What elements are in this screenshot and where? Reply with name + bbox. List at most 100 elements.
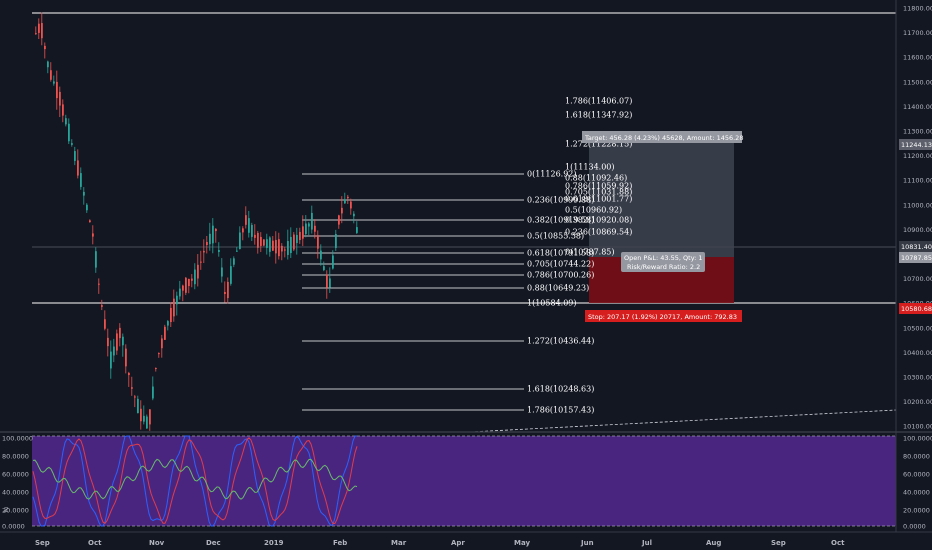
candle-body xyxy=(230,266,232,284)
candle-body xyxy=(110,351,112,369)
candle-body xyxy=(209,233,211,245)
candle-body xyxy=(143,415,145,422)
candle-body xyxy=(149,409,151,425)
time-tick: Feb xyxy=(333,539,347,547)
fib-extension-label: 1.618(11347.92) xyxy=(565,111,632,120)
fib-level-label: 1.786(10157.43) xyxy=(527,406,594,415)
candle-body xyxy=(179,288,181,297)
candle-body xyxy=(62,104,64,116)
fib-level-label: 1.272(10436.44) xyxy=(527,337,594,346)
candle-body xyxy=(71,143,73,145)
candle-body xyxy=(128,372,130,376)
candle-body xyxy=(266,239,268,248)
candle-body xyxy=(122,336,124,346)
candle-body xyxy=(236,250,238,252)
price-tick: 11000.00 xyxy=(903,201,932,209)
candle-body xyxy=(326,274,328,288)
candle-body xyxy=(47,61,49,68)
osc-tick-left: 20.0000 xyxy=(2,507,29,515)
candle-body xyxy=(86,204,88,211)
time-tick: Sep xyxy=(771,539,786,547)
candle-body xyxy=(332,255,334,269)
timezone-badge[interactable]: Z xyxy=(4,506,9,514)
candle-body xyxy=(134,396,136,398)
candle-body xyxy=(56,81,58,99)
stop-label: Stop: 207.17 (1.92%) 20717, Amount: 792.… xyxy=(588,313,737,321)
fib-retracement-left[interactable]: 0(11126.92) 0.236(10999.88) 0.382(10919.58… xyxy=(302,170,594,415)
candle-body xyxy=(287,241,289,255)
fib-extension-label: 0.236(10869.54) xyxy=(565,228,632,237)
stop-label-box[interactable]: Stop: 207.17 (1.92%) 20717, Amount: 792.… xyxy=(585,310,742,322)
candle-body xyxy=(347,196,349,199)
candle-body xyxy=(248,218,250,233)
fib-extension-label: 0(10787.85) xyxy=(565,248,615,257)
candle-body xyxy=(164,326,166,340)
price-tick: 10500.00 xyxy=(903,324,932,332)
candle-body xyxy=(83,191,85,196)
candle-body xyxy=(44,45,46,50)
time-tick: 2019 xyxy=(264,539,284,547)
oscillator-axis[interactable]: 100.0000 100.0000 80.0000 80.0000 60.0000 60.… xyxy=(2,435,932,531)
price-tick: 11700.00 xyxy=(903,29,932,37)
fib-extension-label: 0.382(10920.08) xyxy=(565,216,632,225)
price-tick: 10200.00 xyxy=(903,398,932,406)
risk-reward-label: Risk/Reward Ratio: 2.2 xyxy=(627,263,700,271)
candle-body xyxy=(320,250,322,260)
fib-level-label: 1(10584.09) xyxy=(527,299,577,308)
candle-body xyxy=(77,160,79,176)
price-tags: 11244.13 10831.40 10787.85 10580.68 xyxy=(899,139,932,314)
target-label-box[interactable]: Target: 456.28 (4.23%) 45628, Amount: 14… xyxy=(582,131,743,143)
candle-body xyxy=(116,333,118,351)
fib-level-label: 0.618(10791.58) xyxy=(527,249,594,258)
fib-retracement-right[interactable]: 1.786(11406.07) 1.618(11347.92) 1.272(1122… xyxy=(565,97,632,257)
candle-body xyxy=(74,151,76,161)
candle-body xyxy=(194,269,196,285)
time-axis[interactable]: Sep Oct Nov Dec 2019 Feb Mar Apr May Jun Jul Aug Sep… xyxy=(35,539,845,547)
osc-tick-left: 60.0000 xyxy=(2,471,29,479)
candle-body xyxy=(197,264,199,279)
oscillator-pane[interactable] xyxy=(32,435,896,527)
price-tick: 10700.00 xyxy=(903,275,932,283)
candle-body xyxy=(257,232,259,248)
fib-level-label: 0.786(10700.26) xyxy=(527,271,594,280)
fib-extension-label: 0.5(10960.92) xyxy=(565,206,622,215)
candle-body xyxy=(203,250,205,253)
candle-body xyxy=(335,234,337,248)
osc-tick-left: 80.0000 xyxy=(2,453,29,461)
candle-body xyxy=(152,386,154,399)
candle-body xyxy=(92,233,94,237)
candle-body xyxy=(224,291,226,295)
candle-body xyxy=(185,277,187,293)
osc-tick: 60.0000 xyxy=(903,471,930,479)
price-tick: 11200.00 xyxy=(903,152,932,160)
dashed-trend-line[interactable] xyxy=(469,409,897,433)
candlestick-series xyxy=(35,12,358,431)
price-tick: 10900.00 xyxy=(903,226,932,234)
osc-tick: 0.0000 xyxy=(903,523,926,531)
oscillator-band xyxy=(32,436,896,526)
candle-body xyxy=(182,285,184,291)
candle-body xyxy=(344,199,346,204)
candle-body xyxy=(338,215,340,225)
candle-body xyxy=(296,234,298,244)
target-zone[interactable] xyxy=(589,143,734,257)
candle-body xyxy=(131,387,133,389)
fib-level-label: 0(11126.92) xyxy=(527,170,577,179)
candle-body xyxy=(68,123,70,142)
candle-body xyxy=(80,173,82,187)
fib-level-label: 0.236(10999.88) xyxy=(527,196,594,205)
fib-level-label: 0.88(10649.23) xyxy=(527,284,589,293)
time-tick: Apr xyxy=(451,539,465,547)
target-label: Target: 456.28 (4.23%) 45628, Amount: 14… xyxy=(584,134,743,142)
candle-body xyxy=(311,212,313,230)
osc-tick: 20.0000 xyxy=(903,507,930,515)
candle-body xyxy=(341,207,343,214)
fib-level-label: 0.5(10855.58) xyxy=(527,232,584,241)
time-tick: Dec xyxy=(206,539,221,547)
price-tick: 10100.00 xyxy=(903,423,932,431)
fib-level-label: 1.618(10248.63) xyxy=(527,385,594,394)
pnl-label-box[interactable]: Open P&L: 43.55, Qty: 1 Risk/Reward Rati… xyxy=(621,252,705,272)
price-tick: 11400.00 xyxy=(903,103,932,111)
